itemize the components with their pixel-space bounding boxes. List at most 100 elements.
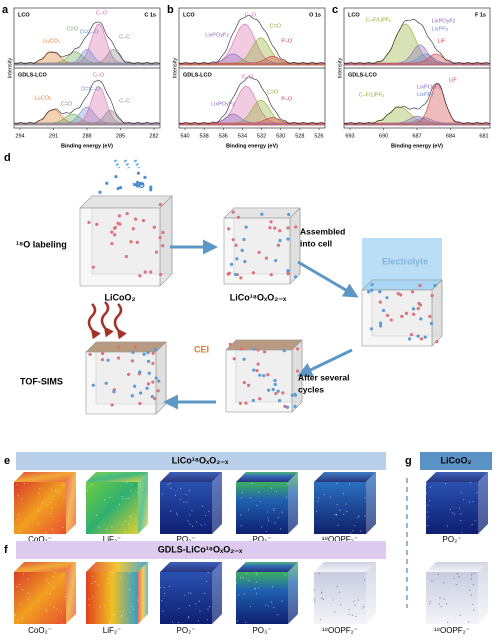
sample-label: LCO — [18, 12, 30, 18]
speckle — [460, 519, 462, 522]
atom — [286, 272, 290, 276]
falling-isotope — [136, 171, 140, 175]
speckle — [254, 588, 256, 590]
atom — [399, 293, 403, 297]
atom — [110, 230, 114, 234]
atom — [428, 314, 432, 319]
step-label: TOF-SIMS — [20, 376, 63, 386]
cube-side — [159, 195, 173, 287]
atom — [238, 401, 242, 405]
speckle — [119, 576, 121, 578]
speckle — [180, 487, 182, 490]
speckle — [169, 482, 171, 484]
atom — [411, 307, 416, 311]
core-level: F 1s — [475, 12, 486, 18]
depth-profile-side — [212, 562, 222, 624]
speckle — [444, 482, 447, 485]
speckle — [357, 599, 359, 601]
ion-label: LiF₂⁻ — [103, 535, 121, 544]
x-tick-label: 526 — [314, 133, 323, 139]
speckle — [472, 584, 474, 586]
speckle — [428, 500, 431, 502]
atom — [273, 382, 277, 387]
atom — [151, 361, 155, 365]
speckle — [52, 575, 54, 578]
speckle — [118, 503, 121, 505]
atom — [150, 394, 154, 399]
peak-label: C–F/LiPF₆ — [359, 92, 384, 98]
atom — [257, 250, 261, 254]
speckle — [174, 494, 177, 496]
panel-label: g — [405, 455, 412, 467]
speckle — [270, 601, 272, 603]
speckle — [353, 600, 355, 602]
atom — [283, 404, 287, 408]
atom — [370, 288, 374, 292]
speckle — [54, 571, 56, 574]
peak-label: C–O — [96, 10, 108, 16]
atom — [242, 237, 246, 242]
speckle — [241, 491, 243, 494]
speckle — [45, 610, 48, 612]
atom — [95, 222, 99, 227]
speckle — [47, 503, 49, 506]
speckle — [50, 512, 52, 514]
speckle — [240, 514, 242, 516]
speckle — [109, 571, 111, 573]
speckle — [273, 508, 275, 510]
peak-label: Li₂CO₃ — [34, 95, 51, 101]
panel-label: a — [2, 4, 9, 16]
falling-isotope — [139, 182, 144, 186]
speckle — [124, 531, 127, 534]
speckle — [63, 484, 65, 486]
depth-profile-front — [426, 482, 478, 534]
atom — [235, 257, 239, 261]
sample-label: GDLS-LCO — [183, 72, 212, 78]
x-tick-label: 693 — [345, 133, 354, 139]
speckle — [188, 605, 191, 607]
header-bar — [420, 452, 492, 470]
atom — [409, 332, 414, 337]
atom — [264, 256, 269, 260]
speckle — [163, 587, 165, 589]
header-title: GDLS-LiCo¹⁸OₓO₂₋ₓ — [158, 544, 243, 554]
speckle — [337, 524, 339, 526]
speckle — [256, 505, 258, 507]
speckle — [111, 572, 114, 574]
x-tick-label: 294 — [15, 133, 24, 139]
depth-profile-side — [212, 472, 222, 534]
cube-top — [79, 195, 173, 209]
speckle — [63, 495, 65, 498]
falling-isotope — [114, 175, 118, 179]
speckle — [343, 513, 345, 515]
atom — [112, 390, 116, 394]
speckle — [88, 598, 90, 600]
speckle — [437, 573, 439, 576]
tof-sims-panels: e LiCo¹⁸OₓO₂₋ₓ CoO₂⁻ LiF₂⁻ PO₂⁻ PO₃⁻ ¹⁸OOPF₂⁻ f… — [4, 452, 492, 635]
atom — [146, 382, 151, 386]
speckle — [243, 593, 245, 595]
atom — [282, 349, 286, 353]
speckle — [425, 492, 428, 494]
atom — [117, 214, 122, 218]
atom — [255, 369, 259, 373]
speckle — [122, 498, 124, 500]
speckle — [240, 525, 242, 527]
atom — [285, 405, 290, 409]
atom — [290, 393, 294, 397]
atom — [110, 403, 114, 407]
atom — [113, 226, 117, 230]
speckle — [185, 494, 187, 496]
atom — [418, 303, 423, 307]
atom — [281, 391, 285, 395]
speckle — [245, 621, 247, 623]
process-arrow — [297, 260, 359, 298]
speckle — [128, 523, 130, 525]
speckle — [348, 613, 350, 615]
speckle — [265, 604, 267, 606]
speckle — [186, 501, 188, 503]
speckle — [313, 598, 315, 600]
atom — [407, 337, 412, 341]
atom — [161, 230, 165, 235]
atom — [369, 327, 374, 331]
